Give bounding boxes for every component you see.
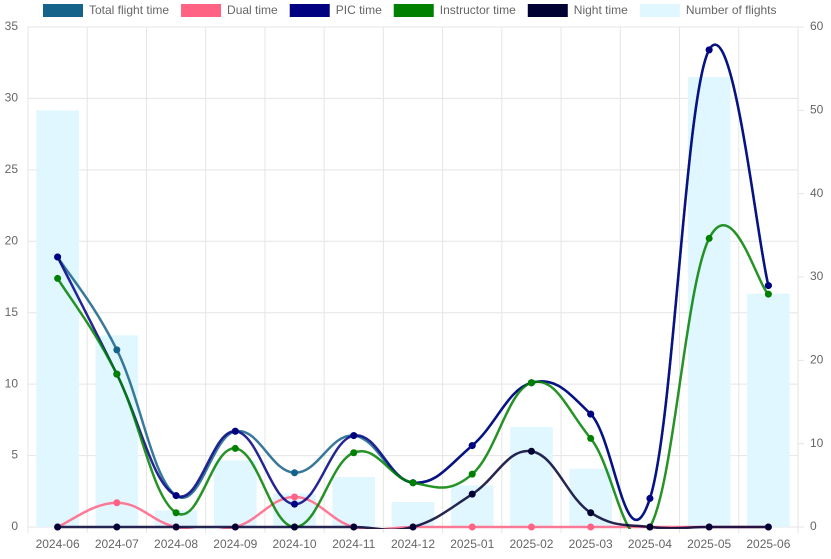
y2-tick-label: 0 xyxy=(810,519,817,533)
x-tick-label: 2024-08 xyxy=(154,537,198,551)
y2-tick-label: 30 xyxy=(810,269,824,283)
x-tick-label: 2024-10 xyxy=(273,537,317,551)
data-point xyxy=(231,444,239,452)
legend-swatch[interactable] xyxy=(181,4,222,17)
legend-label[interactable]: Dual time xyxy=(227,3,278,17)
bar xyxy=(36,110,79,527)
legend-swatch[interactable] xyxy=(289,4,330,17)
legend-swatch[interactable] xyxy=(43,4,83,17)
y2-tick-label: 50 xyxy=(810,103,824,117)
bar xyxy=(687,77,731,527)
y2-tick-label: 40 xyxy=(810,186,824,200)
data-point xyxy=(113,370,121,378)
bars xyxy=(36,77,790,527)
points xyxy=(54,46,772,531)
data-point xyxy=(468,442,476,450)
data-point xyxy=(291,493,299,501)
y-tick-label: 5 xyxy=(11,448,18,462)
y2-tick-label: 20 xyxy=(810,353,824,367)
data-point xyxy=(468,490,476,498)
data-point xyxy=(764,290,772,298)
data-point xyxy=(113,346,121,354)
data-point xyxy=(231,523,239,531)
x-tick-label: 2025-02 xyxy=(509,537,553,551)
x-tick-label: 2024-06 xyxy=(36,537,80,551)
x-tick-label: 2025-06 xyxy=(746,537,790,551)
x-tick-label: 2024-12 xyxy=(391,537,435,551)
y-tick-label: 25 xyxy=(5,162,19,176)
data-point xyxy=(527,447,535,455)
legend-label[interactable]: Number of flights xyxy=(686,3,777,17)
data-point xyxy=(468,523,476,531)
data-point xyxy=(587,410,595,418)
x-tick-label: 2024-07 xyxy=(95,537,139,551)
data-point xyxy=(764,282,772,290)
data-point xyxy=(468,470,476,478)
y-tick-label: 0 xyxy=(11,519,18,533)
x-tick-label: 2025-04 xyxy=(628,537,672,551)
bar xyxy=(510,427,553,527)
data-point xyxy=(113,523,121,531)
data-point xyxy=(705,46,713,54)
data-point xyxy=(705,523,713,531)
bar xyxy=(332,477,376,527)
bar xyxy=(747,293,790,527)
data-point xyxy=(587,523,595,531)
x-tick-label: 2024-11 xyxy=(332,537,375,551)
y-tick-label: 35 xyxy=(5,19,19,33)
legend-label[interactable]: Instructor time xyxy=(440,3,516,17)
x-tick-label: 2025-01 xyxy=(450,537,494,551)
data-point xyxy=(409,479,417,487)
data-point xyxy=(172,509,180,517)
x-tick-label: 2024-09 xyxy=(213,537,257,551)
series-line xyxy=(56,224,770,529)
data-point xyxy=(291,523,299,531)
data-point xyxy=(291,500,299,508)
data-point xyxy=(231,427,239,435)
data-point xyxy=(291,469,299,477)
data-point xyxy=(527,379,535,387)
legend-label[interactable]: Total flight time xyxy=(89,3,169,17)
legend-swatch[interactable] xyxy=(639,4,680,17)
legend-label[interactable]: PIC time xyxy=(336,3,382,17)
x-tick-label: 2025-05 xyxy=(687,537,731,551)
axes: 0 5 10 15 20 25 30 35 0 10 20 30 40 50 60 2024-06 2024-0… xyxy=(5,19,824,551)
data-point xyxy=(54,274,62,282)
legend-swatch[interactable] xyxy=(527,4,568,17)
data-point xyxy=(350,449,358,457)
data-point xyxy=(350,523,358,531)
data-point xyxy=(54,523,62,531)
grid xyxy=(27,26,799,533)
data-point xyxy=(587,509,595,517)
y-tick-label: 15 xyxy=(5,305,19,319)
data-point xyxy=(587,434,595,442)
y2-tick-label: 60 xyxy=(810,19,824,33)
y-tick-label: 10 xyxy=(5,376,19,390)
data-point xyxy=(172,492,180,500)
bar xyxy=(213,460,257,527)
bar xyxy=(391,502,435,527)
data-point xyxy=(350,432,358,440)
y-tick-label: 20 xyxy=(5,233,19,247)
legend: Total flight time Dual time PIC time Instru… xyxy=(43,3,777,17)
series-line xyxy=(56,43,770,521)
legend-swatch[interactable] xyxy=(393,4,434,17)
y2-tick-label: 10 xyxy=(810,436,824,450)
data-point xyxy=(705,234,713,242)
lines xyxy=(56,43,770,529)
data-point xyxy=(54,253,62,261)
data-point xyxy=(646,523,654,531)
x-tick-label: 2025-03 xyxy=(569,537,613,551)
data-point xyxy=(113,499,121,507)
data-point xyxy=(409,523,417,531)
data-point xyxy=(764,523,772,531)
bar xyxy=(95,335,139,527)
series-line xyxy=(56,43,770,521)
y-tick-label: 30 xyxy=(5,91,19,105)
data-point xyxy=(527,523,535,531)
data-point xyxy=(172,523,180,531)
legend-label[interactable]: Night time xyxy=(574,3,628,17)
data-point xyxy=(646,494,654,502)
